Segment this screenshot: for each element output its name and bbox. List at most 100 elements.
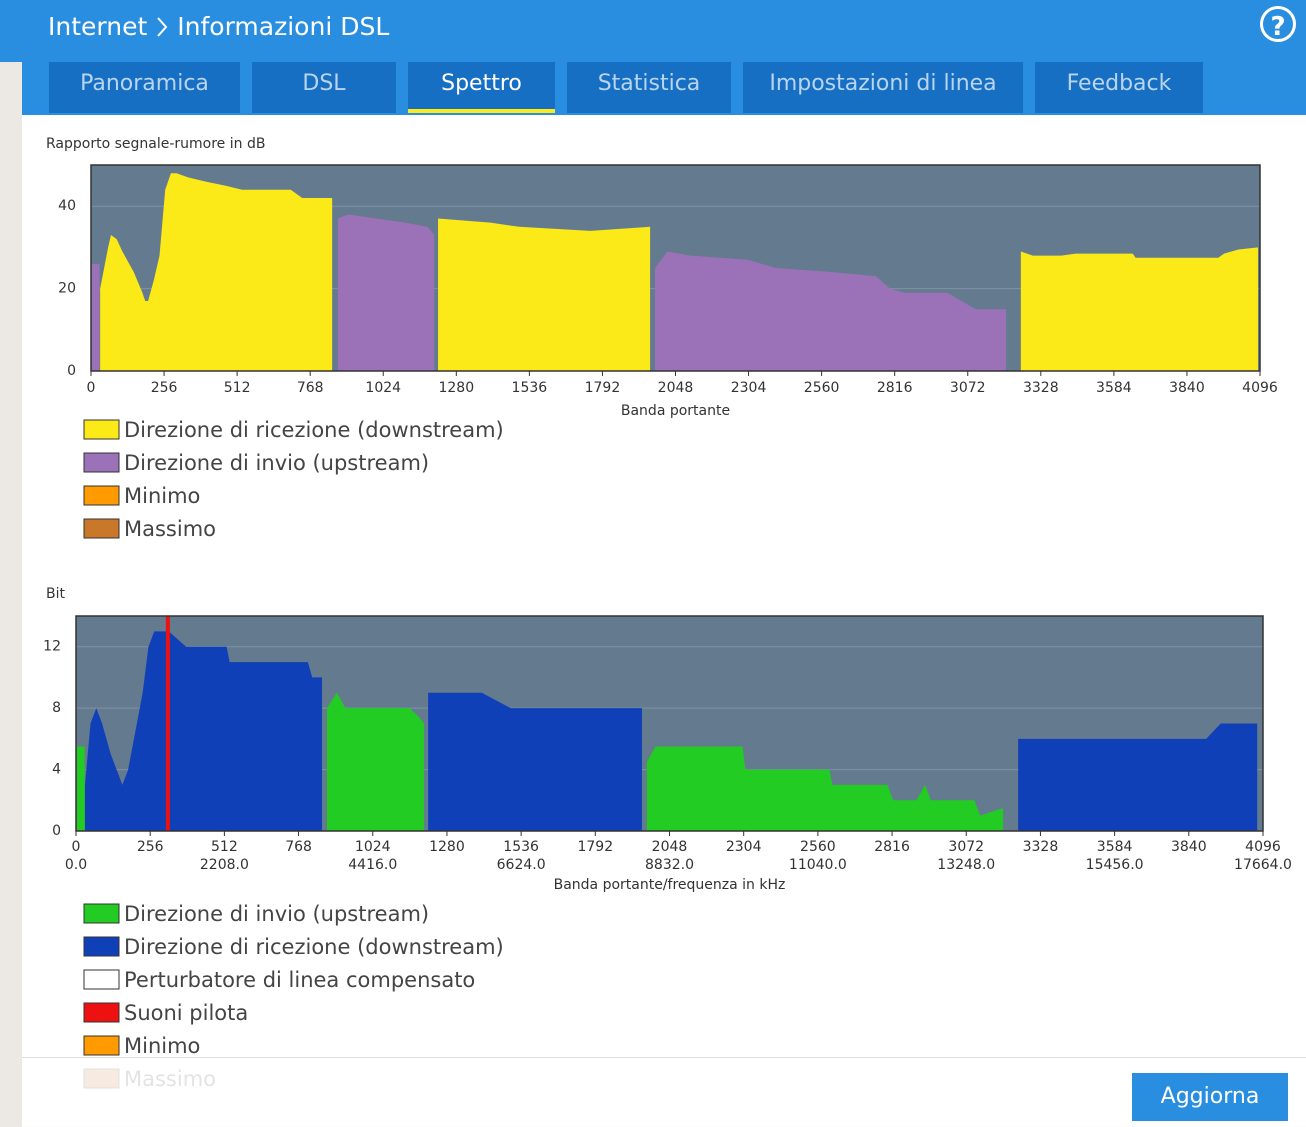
legend-label: Direzione di invio (upstream): [124, 451, 429, 475]
x-tick-label: 2816: [877, 380, 913, 396]
tab[interactable]: Impostazioni di linea: [743, 62, 1023, 113]
x-tick-label: 3328: [1023, 380, 1059, 396]
legend-label: Direzione di invio (upstream): [124, 902, 429, 926]
legend-swatch: [83, 1035, 120, 1056]
x2-tick-label: 17664.0: [1234, 857, 1292, 873]
legend-label: Suoni pilota: [124, 1001, 248, 1025]
x-tick-label: 256: [137, 839, 164, 855]
x-tick-label: 768: [297, 380, 324, 396]
x-tick-label: 512: [224, 380, 251, 396]
area: [1018, 723, 1258, 831]
legend-label: Direzione di ricezione (downstream): [124, 935, 504, 959]
y-tick-label: 12: [43, 639, 61, 655]
x2-tick-label: 11040.0: [789, 857, 847, 873]
x-tick-label: 3072: [950, 380, 986, 396]
legend-label: Perturbatore di linea compensato: [124, 968, 475, 992]
area: [84, 631, 323, 831]
x-tick-label: 1536: [503, 839, 539, 855]
legend-swatch: [83, 969, 120, 990]
x-tick-label: 1024: [365, 380, 401, 396]
x-tick-label: 2560: [804, 380, 840, 396]
x-tick-label: 768: [285, 839, 312, 855]
x-tick-label: 3072: [948, 839, 984, 855]
x-tick-label: 3328: [1023, 839, 1059, 855]
x-tick-label: 512: [211, 839, 238, 855]
area: [100, 173, 333, 371]
legend-swatch: [83, 485, 120, 506]
tab[interactable]: Feedback: [1035, 62, 1203, 113]
legend-swatch: [83, 936, 120, 957]
x2-tick-label: 4416.0: [348, 857, 397, 873]
header: Internet Informazioni DSL ? Panoramica DS…: [22, 0, 1306, 115]
x-tick-label: 2560: [800, 839, 836, 855]
area: [76, 746, 85, 831]
area: [337, 214, 435, 371]
y-axis-title: Rapporto segnale-rumore in dB: [46, 136, 265, 152]
breadcrumb-item: Informazioni DSL: [177, 12, 390, 41]
footer: Aggiorna: [22, 1057, 1306, 1127]
x-tick-label: 2048: [658, 380, 694, 396]
x-tick-label: 1792: [585, 380, 621, 396]
x-tick-label: 2304: [726, 839, 762, 855]
x-tick-label: 0: [87, 380, 96, 396]
y-axis-title: Bit: [46, 586, 65, 602]
area: [428, 692, 642, 831]
legend-swatch: [83, 518, 120, 539]
x-tick-label: 3584: [1097, 839, 1133, 855]
tab[interactable]: Spettro: [408, 62, 555, 113]
breadcrumb: Internet Informazioni DSL: [48, 12, 389, 41]
x-axis-title: Banda portante: [621, 403, 730, 419]
breadcrumb-item[interactable]: Internet: [48, 12, 148, 41]
y-tick-label: 40: [58, 198, 76, 214]
x-tick-label: 3840: [1171, 839, 1207, 855]
x-tick-label: 1280: [438, 380, 474, 396]
x-axis-title: Banda portante/frequenza in kHz: [554, 877, 786, 893]
x2-tick-label: 0.0: [65, 857, 87, 873]
area: [654, 251, 1006, 371]
x-tick-label: 1280: [429, 839, 465, 855]
y-tick-label: 8: [52, 700, 61, 716]
legend-swatch: [83, 903, 120, 924]
legend-label: Minimo: [124, 484, 200, 508]
y-tick-label: 4: [52, 762, 61, 778]
x2-tick-label: 6624.0: [497, 857, 546, 873]
legend-label: Direzione di ricezione (downstream): [124, 418, 504, 442]
x2-tick-label: 13248.0: [937, 857, 995, 873]
area: [646, 746, 1004, 831]
area: [91, 263, 100, 371]
refresh-button[interactable]: Aggiorna: [1132, 1073, 1288, 1121]
x-tick-label: 2816: [874, 839, 910, 855]
sidebar-edge: [0, 0, 22, 62]
y-tick-label: 20: [58, 281, 76, 297]
x-tick-label: 2304: [731, 380, 767, 396]
x-tick-label: 1536: [512, 380, 548, 396]
x-tick-label: 2048: [652, 839, 688, 855]
area: [326, 692, 425, 831]
legend-swatch: [83, 452, 120, 473]
help-button[interactable]: ?: [1260, 6, 1296, 42]
x-tick-label: 3584: [1096, 380, 1132, 396]
legend-swatch: [83, 1002, 120, 1023]
x-tick-label: 256: [151, 380, 178, 396]
area: [438, 218, 651, 371]
x2-tick-label: 2208.0: [200, 857, 249, 873]
x2-tick-label: 15456.0: [1086, 857, 1144, 873]
x-tick-label: 0: [72, 839, 81, 855]
y-tick-label: 0: [67, 363, 76, 379]
x-tick-label: 4096: [1242, 380, 1278, 396]
content: Rapporto segnale-rumore in dB 0 20 40 0 256 51…: [22, 115, 1306, 1126]
x-tick-label: 3840: [1169, 380, 1205, 396]
chevron: [157, 16, 168, 37]
y-tick-label: 0: [52, 823, 61, 839]
legend-label: Massimo: [124, 517, 216, 541]
legend-swatch: [83, 419, 120, 440]
x-tick-label: 1024: [355, 839, 391, 855]
legend-label: Minimo: [124, 1034, 200, 1058]
tab[interactable]: DSL: [252, 62, 396, 113]
tab[interactable]: Statistica: [567, 62, 731, 113]
tab[interactable]: Panoramica: [49, 62, 240, 113]
area: [1020, 247, 1259, 371]
x-tick-label: 1792: [577, 839, 613, 855]
